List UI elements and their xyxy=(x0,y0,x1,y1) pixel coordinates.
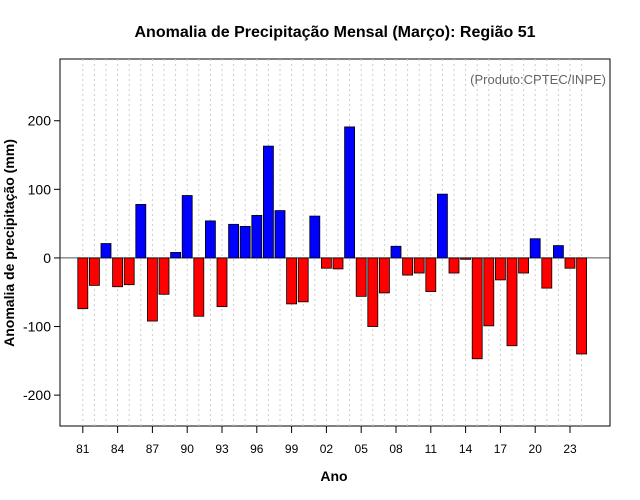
x-tick-label: 81 xyxy=(76,442,90,456)
x-tick-label: 96 xyxy=(250,442,264,456)
bar xyxy=(112,257,123,288)
bar xyxy=(402,257,414,276)
x-tick-label: 08 xyxy=(389,442,403,456)
x-axis: 81 84 87 90 93 96 99 02 05 08 11 14 17 20 23 xyxy=(76,426,577,456)
bar xyxy=(239,225,251,259)
x-tick-label: 05 xyxy=(355,442,369,456)
bar xyxy=(297,257,309,303)
bar xyxy=(413,257,425,274)
x-tick-label: 02 xyxy=(320,442,334,456)
x-tick-label: 99 xyxy=(285,442,299,456)
bar xyxy=(251,215,263,259)
bar xyxy=(494,257,506,281)
chart-title: Anomalia de Precipitação Mensal (Março):… xyxy=(134,24,535,41)
bar xyxy=(228,223,240,259)
bar xyxy=(378,257,390,294)
y-tick-label: 200 xyxy=(28,113,52,129)
x-tick-label: 23 xyxy=(563,442,577,456)
bar xyxy=(460,257,472,260)
y-tick-label: 0 xyxy=(43,250,51,266)
bar xyxy=(135,204,147,259)
x-tick-label: 20 xyxy=(529,442,543,456)
y-axis-title: Anomalia de precipitação (mm) xyxy=(1,139,17,347)
bar xyxy=(529,238,541,259)
bar xyxy=(181,195,193,259)
plot-area xyxy=(59,58,611,427)
y-axis: -200 -100 0 100 200 xyxy=(23,113,60,403)
bar xyxy=(564,257,576,269)
bars xyxy=(77,126,587,360)
bar xyxy=(518,257,529,274)
bar xyxy=(193,257,205,317)
bar xyxy=(320,257,332,269)
bar xyxy=(425,257,437,292)
bar xyxy=(146,257,158,322)
x-tick-label: 90 xyxy=(181,442,195,456)
bar xyxy=(355,257,367,297)
bar xyxy=(204,220,216,259)
x-tick-label: 17 xyxy=(494,442,508,456)
x-tick-label: 87 xyxy=(146,442,160,456)
bar xyxy=(100,243,112,259)
bar xyxy=(286,257,298,305)
bar xyxy=(367,257,379,327)
bar xyxy=(158,257,170,295)
y-tick-label: -100 xyxy=(23,319,51,335)
bar xyxy=(77,257,89,310)
bar xyxy=(541,257,553,289)
grid-lines xyxy=(82,59,583,426)
bar xyxy=(471,257,483,360)
bar xyxy=(216,257,228,308)
y-tick-label: -200 xyxy=(23,387,51,403)
bar xyxy=(506,257,518,347)
bar xyxy=(123,257,135,286)
bar xyxy=(576,257,587,355)
credit-label: (Produto:CPTEC/INPE) xyxy=(470,72,606,87)
x-tick-label: 84 xyxy=(111,442,125,456)
bar xyxy=(436,193,448,259)
x-axis-title: Ano xyxy=(320,468,347,484)
bar xyxy=(332,257,344,270)
x-tick-label: 93 xyxy=(215,442,229,456)
bar xyxy=(344,126,356,259)
bar xyxy=(448,257,460,274)
y-tick-label: 100 xyxy=(28,181,52,197)
x-tick-label: 14 xyxy=(459,442,473,456)
bar xyxy=(262,145,274,259)
bar xyxy=(170,252,182,259)
bar xyxy=(390,245,402,259)
x-tick-label: 11 xyxy=(425,442,438,456)
bar xyxy=(89,257,100,286)
bar xyxy=(309,215,321,259)
bar xyxy=(274,210,286,259)
bar xyxy=(553,245,564,259)
bar xyxy=(483,257,495,327)
